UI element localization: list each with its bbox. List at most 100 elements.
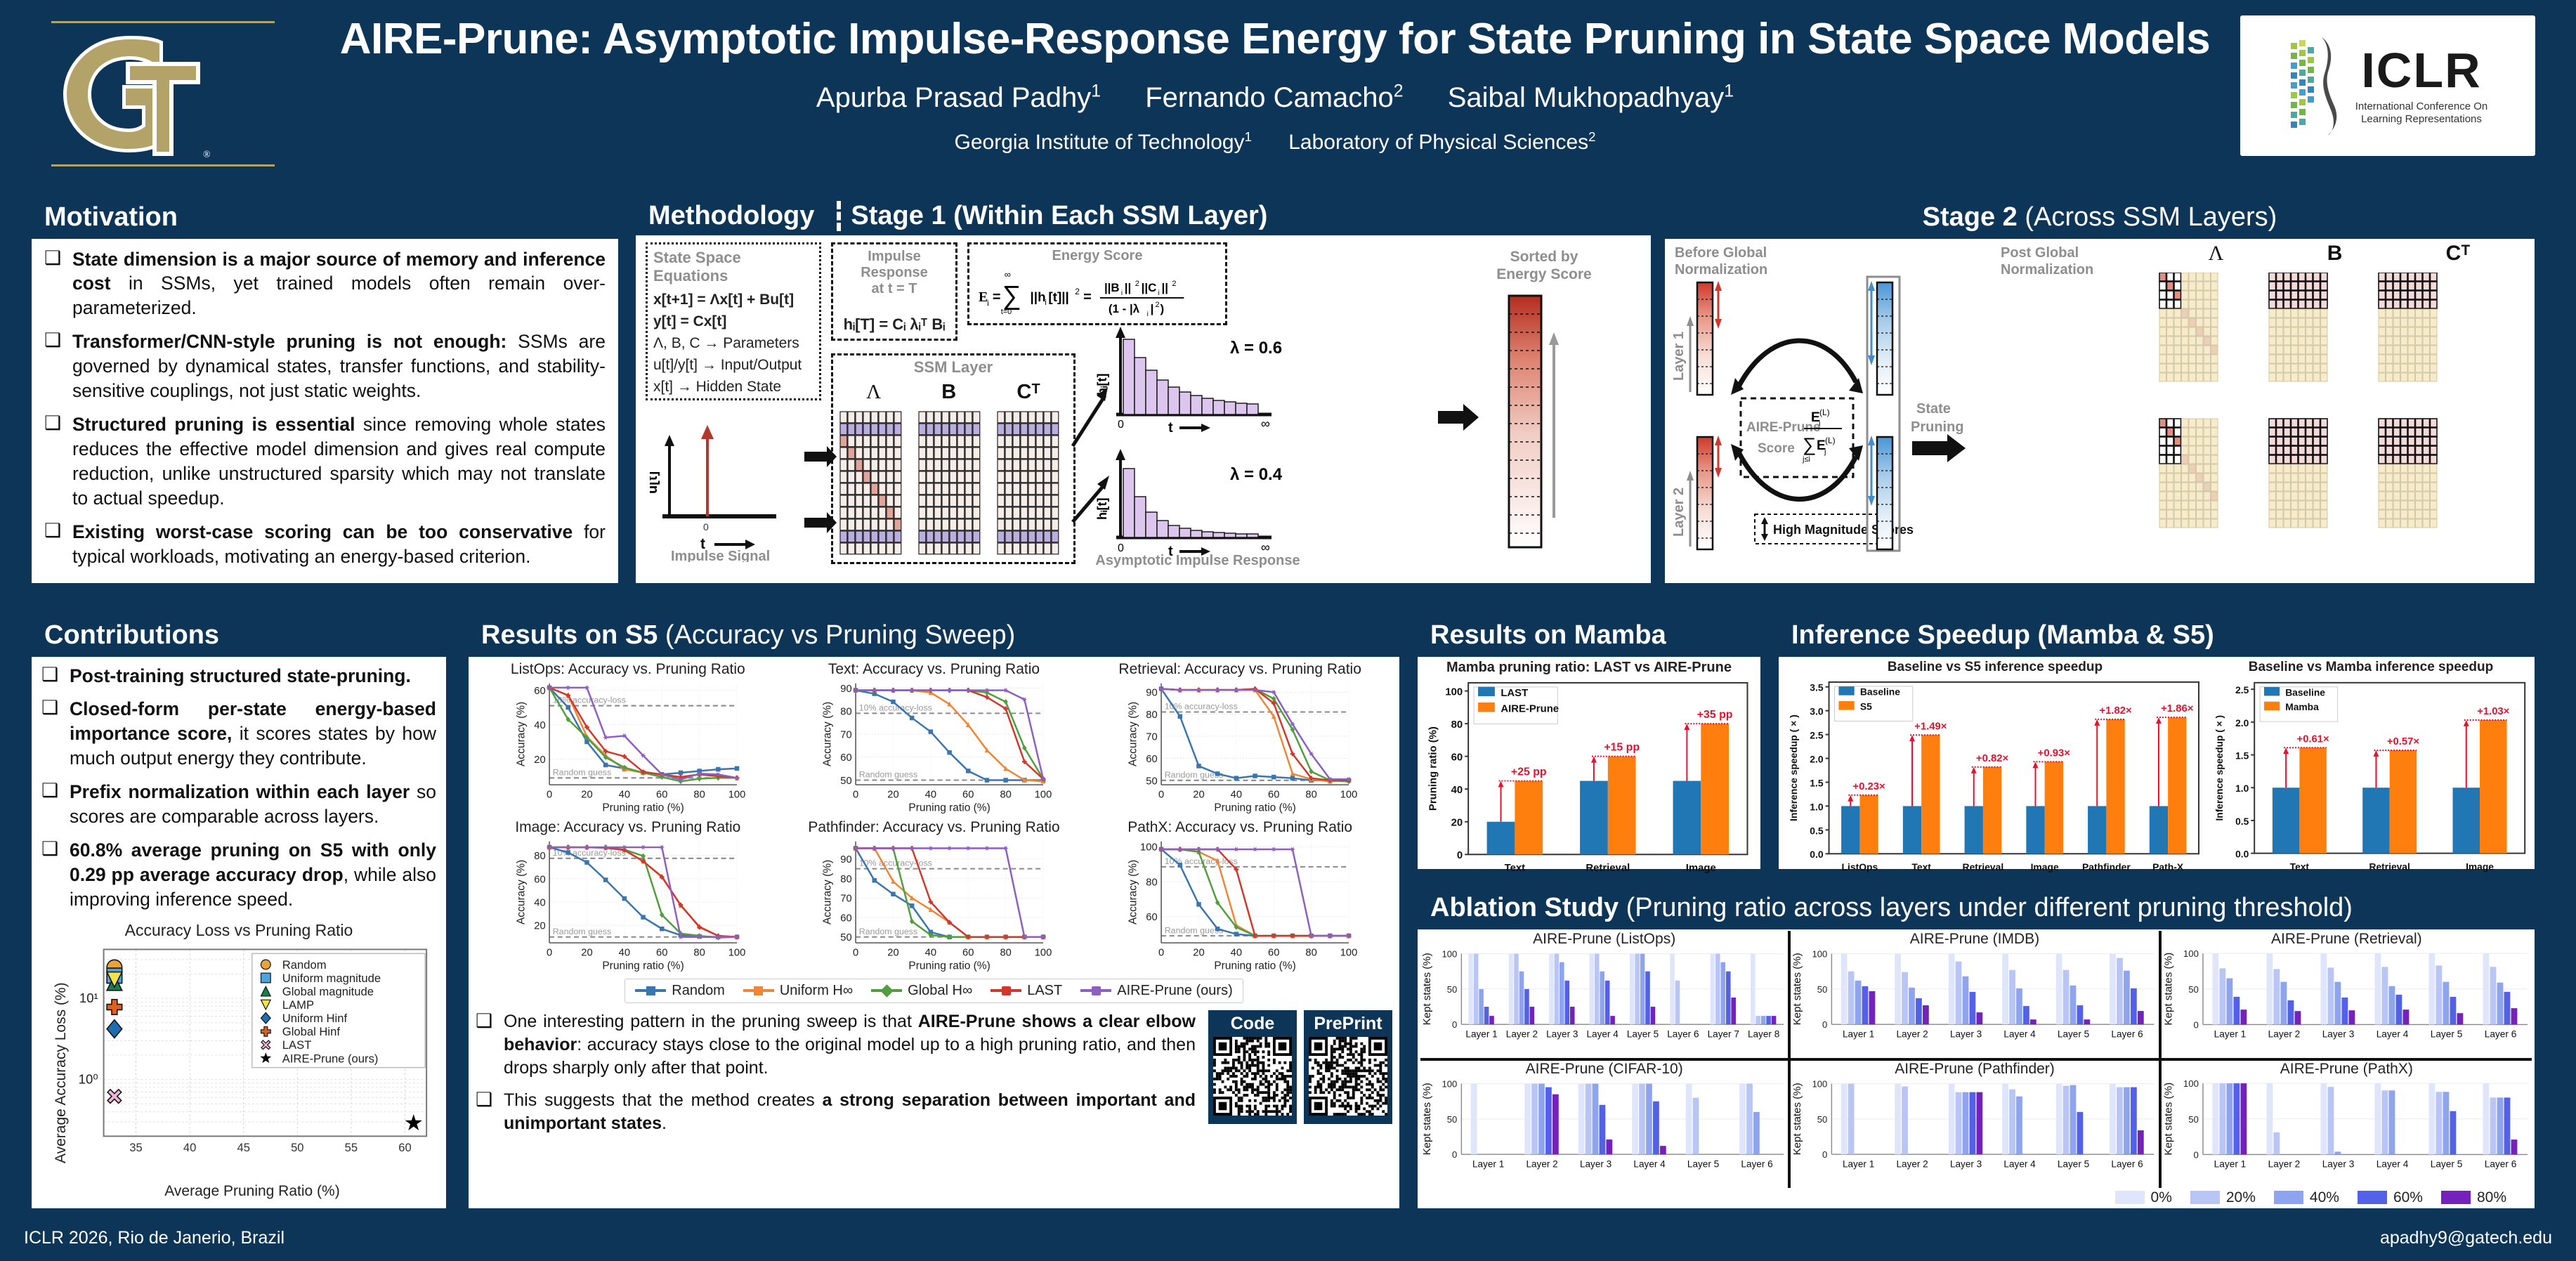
svg-text:+0.82×: +0.82× [1976,752,2009,764]
svg-text:Random guess: Random guess [1165,925,1223,935]
svg-text:Layer 1: Layer 1 [1843,1028,1874,1039]
legend-label: 60% [2393,1189,2423,1206]
svg-text:t: t [700,536,705,552]
svg-text:50: 50 [2188,984,2199,994]
ssm-layer-title: SSM Layer [913,358,993,376]
svg-text:Image: Image [1686,863,1716,874]
chart-title: AIRE-Prune (PathX) [2280,1060,2413,1077]
legend-swatch [2440,1191,2471,1204]
svg-text:40: 40 [924,789,936,800]
svg-text:Layer 2: Layer 2 [2268,1028,2300,1039]
to-colorbar-arrow [1438,404,1479,431]
ablation-cell-listops: AIRE-Prune (ListOps) 0 50 100 Layer 1 Layer 2… [1420,930,1791,1058]
footer-left: ICLR 2026, Rio de Janerio, Brazil [24,1227,285,1248]
svg-text:Layer 5: Layer 5 [2058,1028,2089,1039]
svg-text:t: t [1168,420,1173,436]
svg-text:10% accuracy-loss: 10% accuracy-loss [858,858,931,868]
svg-text:Layer 6: Layer 6 [2112,1158,2143,1169]
svg-text:60: 60 [840,913,851,924]
list-item: State dimension is a major source of mem… [44,246,606,321]
matrix-label-b: B [941,381,957,403]
svg-text:80: 80 [1306,789,1317,800]
svg-text:80: 80 [534,851,545,862]
svg-text:Text: Text [1911,861,1931,873]
panel-methodology: Methodology Stage 1 (Within Each SSM Lay… [632,193,1654,587]
svg-text:0: 0 [1452,1149,1457,1160]
svg-text:Global Hinf: Global Hinf [282,1025,341,1038]
svg-text:2: 2 [1075,287,1080,296]
svg-text:LAMP: LAMP [282,998,314,1012]
svg-text:10% accuracy-loss: 10% accuracy-loss [553,847,626,857]
svg-text:35: 35 [129,1141,142,1154]
qr-code-icon[interactable] [1213,1036,1292,1116]
svg-text:Layer 6: Layer 6 [2484,1158,2516,1169]
sse-line-4: x[t] → Hidden State [653,379,782,395]
svg-text:100: 100 [1034,789,1052,800]
svg-text:∑: ∑ [1803,434,1816,455]
svg-text:Layer 1: Layer 1 [1671,331,1687,380]
qr-caption: Code [1230,1013,1275,1033]
svg-text:∞: ∞ [1261,417,1270,431]
legend-swatch [635,986,667,995]
svg-text:55: 55 [345,1141,358,1154]
svg-text:20: 20 [1451,817,1463,828]
svg-text:80: 80 [1306,947,1317,958]
list-item: This suggests that the method creates a … [476,1087,1196,1135]
svg-text:10% accuracy-loss: 10% accuracy-loss [1165,701,1238,711]
svg-text:||: || [1162,281,1168,294]
svg-text:0: 0 [1118,419,1124,431]
svg-text:3.0: 3.0 [1810,705,1824,717]
svg-text:Layer 1: Layer 1 [2214,1158,2246,1169]
affiliation-1: Laboratory of Physical Sciences2 [1288,129,1596,154]
legend-item: Random [635,983,725,999]
svg-text:hᵢ[t]: hᵢ[t] [1095,497,1109,520]
qr-code-icon[interactable] [1309,1036,1387,1116]
impulse-response-plot-2: hᵢ[t] 0 ∞ t λ = 0.4 [1092,439,1296,564]
chart-mamba-pruning-ratio: 0 20 40 60 80 100 Text +25 pp Retrieval +15 pp Ima… [1422,676,1756,889]
svg-text:60: 60 [656,789,667,800]
footer-right[interactable]: apadhy9@gatech.edu [2379,1227,2552,1248]
svg-text:Layer 3: Layer 3 [2322,1158,2354,1169]
ir-formula: hᵢ[T] = Cᵢ λᵢᵀ Bᵢ [843,315,946,333]
plot-area: 0 50 100 Layer 1 Layer 2 Layer 3 Layer 4 Layer … [1420,1078,1788,1188]
svg-text:0: 0 [703,521,709,533]
qr-card-preprint[interactable]: PrePrint [1304,1010,1392,1124]
svg-text:100: 100 [1445,686,1463,698]
matrix-label-lambda-2: Λ [2208,241,2224,265]
svg-text:State: State [1916,401,1951,417]
plot-area: 0 50 100 Layer 1 Layer 2 Layer 3 Layer 4 Layer … [2162,1078,2532,1188]
svg-text:Accuracy (%): Accuracy (%) [821,701,833,766]
stage2-heading: Stage 2 (Across SSM Layers) [1665,197,2535,239]
svg-text:Kept states (%): Kept states (%) [1421,1083,1433,1155]
svg-text:100: 100 [2183,948,2199,959]
svg-text:∑: ∑ [1002,281,1021,311]
legend-item: Uniform H∞ [743,983,853,999]
svg-text:+35 pp: +35 pp [1697,709,1733,721]
chart-title: Accuracy Loss vs Pruning Ratio [124,921,353,940]
svg-text:Layer 5: Layer 5 [2430,1158,2462,1169]
ablation-cell-cifar10: AIRE-Prune (CIFAR-10) 0 50 100 Layer 1 Layer … [1420,1060,1791,1188]
svg-text:0: 0 [1452,1019,1457,1030]
legend-label: 20% [2225,1189,2256,1206]
chart-text: Text: Accuracy vs. Pruning Ratio 50 60 70 80… [782,661,1087,818]
svg-text:Inference speedup ( × ): Inference speedup ( × ) [1788,714,1799,821]
svg-text:100: 100 [728,947,746,958]
qr-card-code[interactable]: Code [1208,1010,1297,1124]
svg-text:Pruning ratio (%): Pruning ratio (%) [908,802,990,814]
legend-swatch [743,986,774,995]
panel-results-s5: Results on S5 (Accuracy vs Pruning Sweep… [465,611,1403,1212]
title-block: AIRE-Prune: Asymptotic Impulse-Response … [302,15,2248,155]
svg-text:Random guess: Random guess [858,926,917,936]
qr-code-block: Code PrePrint [1208,1010,1392,1124]
svg-text:i: i [1045,299,1046,307]
svg-text:1.5: 1.5 [2235,750,2249,761]
svg-text:Baseline: Baseline [1860,686,1900,697]
svg-text:λ = 0.6: λ = 0.6 [1230,339,1282,358]
svg-text:2.5: 2.5 [1810,729,1824,740]
sse-line-3: u[t]/y[t] → Input/Output [653,357,802,373]
svg-text:60: 60 [840,752,851,764]
svg-text:80: 80 [1000,789,1011,800]
list-item: Prefix normalization within each layer s… [41,778,436,829]
svg-text:Accuracy (%): Accuracy (%) [1127,859,1139,924]
